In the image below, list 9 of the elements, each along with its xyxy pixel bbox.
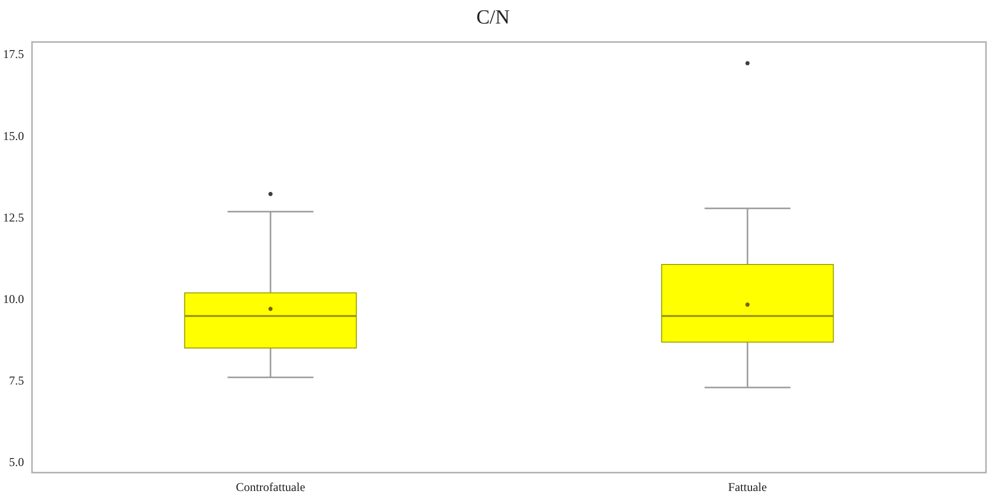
y-tick-label: 12.5 bbox=[3, 210, 24, 224]
y-tick-label: 17.5 bbox=[3, 47, 24, 62]
y-tick-label: 5.0 bbox=[9, 454, 24, 469]
x-tick-label: Controfattuale bbox=[236, 480, 306, 494]
y-tick-label: 7.5 bbox=[9, 373, 24, 388]
x-tick-label: Fattuale bbox=[728, 480, 767, 494]
chart-title: C/N bbox=[476, 6, 510, 28]
y-tick-label: 15.0 bbox=[3, 128, 24, 143]
y-tick-label: 10.0 bbox=[3, 292, 24, 306]
